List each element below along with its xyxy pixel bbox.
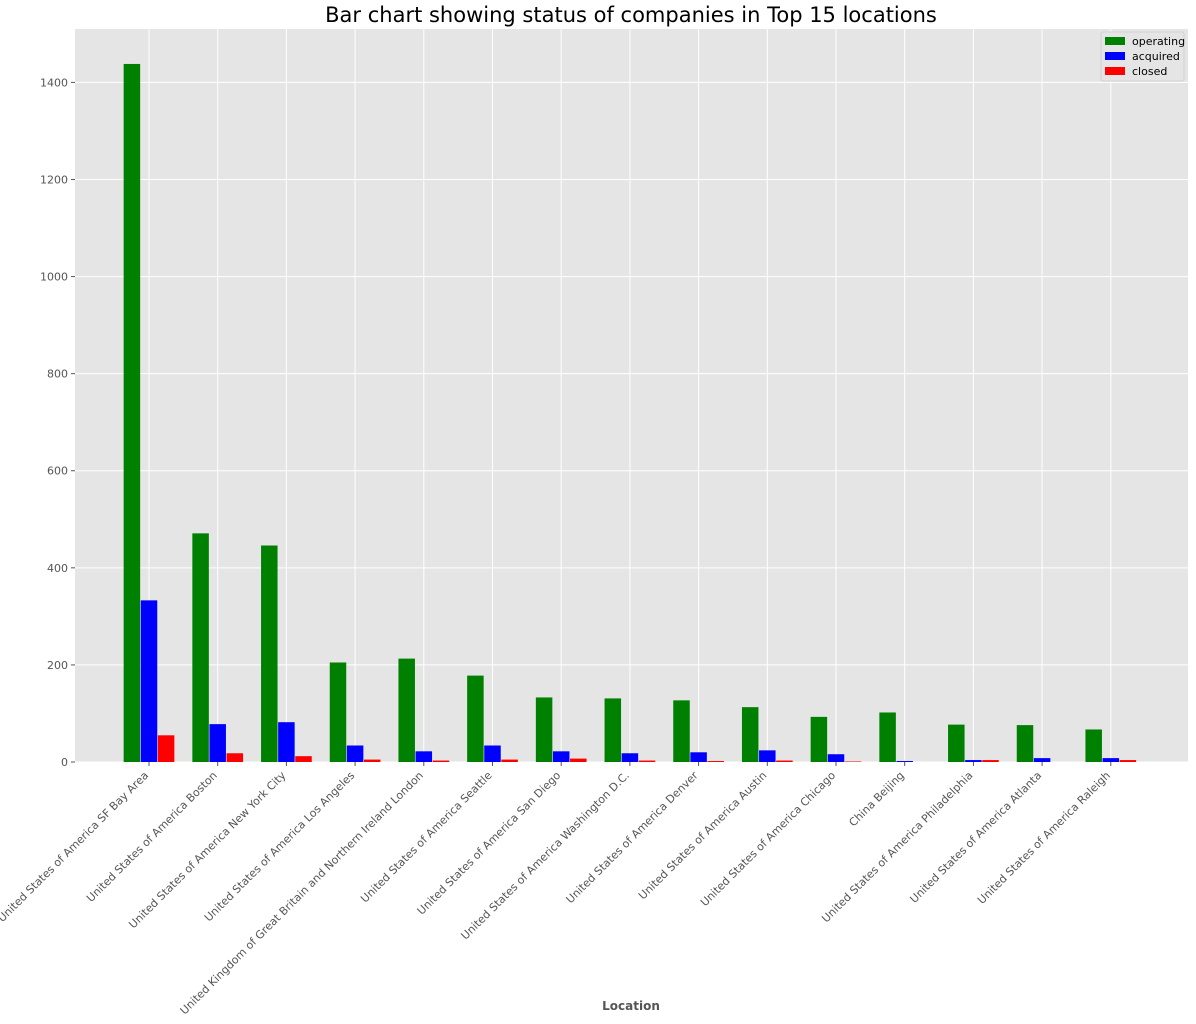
bar-operating xyxy=(673,700,690,762)
bar-operating xyxy=(192,533,209,762)
bar-acquired xyxy=(896,761,913,762)
bar-closed xyxy=(433,761,450,762)
x-tick-label: United States of America SF Bay Area xyxy=(0,769,151,925)
x-tick-label: United States of America Philadelphia xyxy=(819,769,975,925)
plot-area xyxy=(75,29,1188,762)
bar-closed xyxy=(639,761,656,762)
bar-acquired xyxy=(209,724,226,762)
bar-acquired xyxy=(553,751,570,762)
bar-operating xyxy=(1085,729,1102,762)
x-tick-label: United States of America New York City xyxy=(126,769,289,932)
bar-operating xyxy=(605,698,622,762)
x-tick-label: United States of America Seattle xyxy=(358,769,495,906)
legend-swatch-operating xyxy=(1105,37,1125,45)
y-tick-label: 400 xyxy=(47,562,68,575)
bar-acquired xyxy=(278,722,295,762)
bar-acquired xyxy=(759,750,776,762)
bar-acquired xyxy=(690,752,707,762)
bar-operating xyxy=(398,659,415,762)
bar-operating xyxy=(811,717,828,762)
legend-swatch-acquired xyxy=(1105,52,1125,60)
bar-acquired xyxy=(1034,758,1051,762)
y-tick-label: 600 xyxy=(47,465,68,478)
legend-swatch-closed xyxy=(1105,67,1125,75)
x-tick-label: United States of America San Diego xyxy=(415,769,564,918)
bar-operating xyxy=(948,725,965,762)
bar-closed xyxy=(364,760,381,762)
bar-acquired xyxy=(828,754,845,762)
bar-acquired xyxy=(965,760,982,762)
legend-label-operating: operating xyxy=(1132,35,1185,48)
bar-closed xyxy=(776,761,793,762)
chart-title: Bar chart showing status of companies in… xyxy=(325,3,937,27)
bar-closed xyxy=(501,760,517,762)
x-tick-label: United States of America Raleigh xyxy=(975,769,1113,907)
x-tick-label: China Beijing xyxy=(846,769,906,829)
bar-closed xyxy=(707,761,724,762)
bar-closed xyxy=(158,735,175,762)
x-tick-label: United States of America Los Angeles xyxy=(202,769,358,925)
bar-acquired xyxy=(1103,758,1120,762)
x-tick-label: United States of America Boston xyxy=(84,769,220,905)
bar-closed xyxy=(982,760,999,762)
x-tick-label: United States of America Austin xyxy=(636,769,769,902)
y-tick-label: 1400 xyxy=(40,76,68,89)
bar-acquired xyxy=(141,600,158,762)
bar-acquired xyxy=(484,745,501,762)
x-tick-label: United States of America Denver xyxy=(564,769,701,906)
bar-operating xyxy=(261,545,278,762)
bar-operating xyxy=(1017,725,1034,762)
bar-closed xyxy=(295,756,312,762)
bar-operating xyxy=(879,712,896,762)
bar-closed xyxy=(1120,760,1137,762)
x-tick-label: United States of America Atlanta xyxy=(907,769,1044,906)
x-tick-label: United States of America Chicago xyxy=(698,769,838,909)
x-axis: United States of America SF Bay AreaUnit… xyxy=(0,762,1113,1017)
bar-operating xyxy=(124,64,140,762)
bar-closed xyxy=(570,759,587,762)
y-tick-label: 1200 xyxy=(40,173,68,186)
bar-operating xyxy=(330,662,347,762)
bar-operating xyxy=(742,707,759,762)
y-axis: 0 200 400 600 800 1000 1200 1400 xyxy=(40,76,75,769)
bar-acquired xyxy=(347,745,364,762)
legend-label-acquired: acquired xyxy=(1132,50,1180,63)
bar-operating xyxy=(467,676,484,762)
bar-closed xyxy=(227,753,244,762)
bar-acquired xyxy=(416,751,433,762)
legend: operating acquired closed xyxy=(1101,32,1185,81)
x-axis-label: Location xyxy=(602,999,660,1013)
bar-acquired xyxy=(622,753,639,762)
y-tick-label: 1000 xyxy=(40,271,68,284)
y-tick-label: 0 xyxy=(61,756,68,769)
bar-operating xyxy=(536,697,553,762)
y-tick-label: 200 xyxy=(47,659,68,672)
legend-label-closed: closed xyxy=(1132,65,1167,78)
y-tick-label: 800 xyxy=(47,368,68,381)
x-tick-label: United Kingdom of Great Britain and Nort… xyxy=(178,769,426,1017)
